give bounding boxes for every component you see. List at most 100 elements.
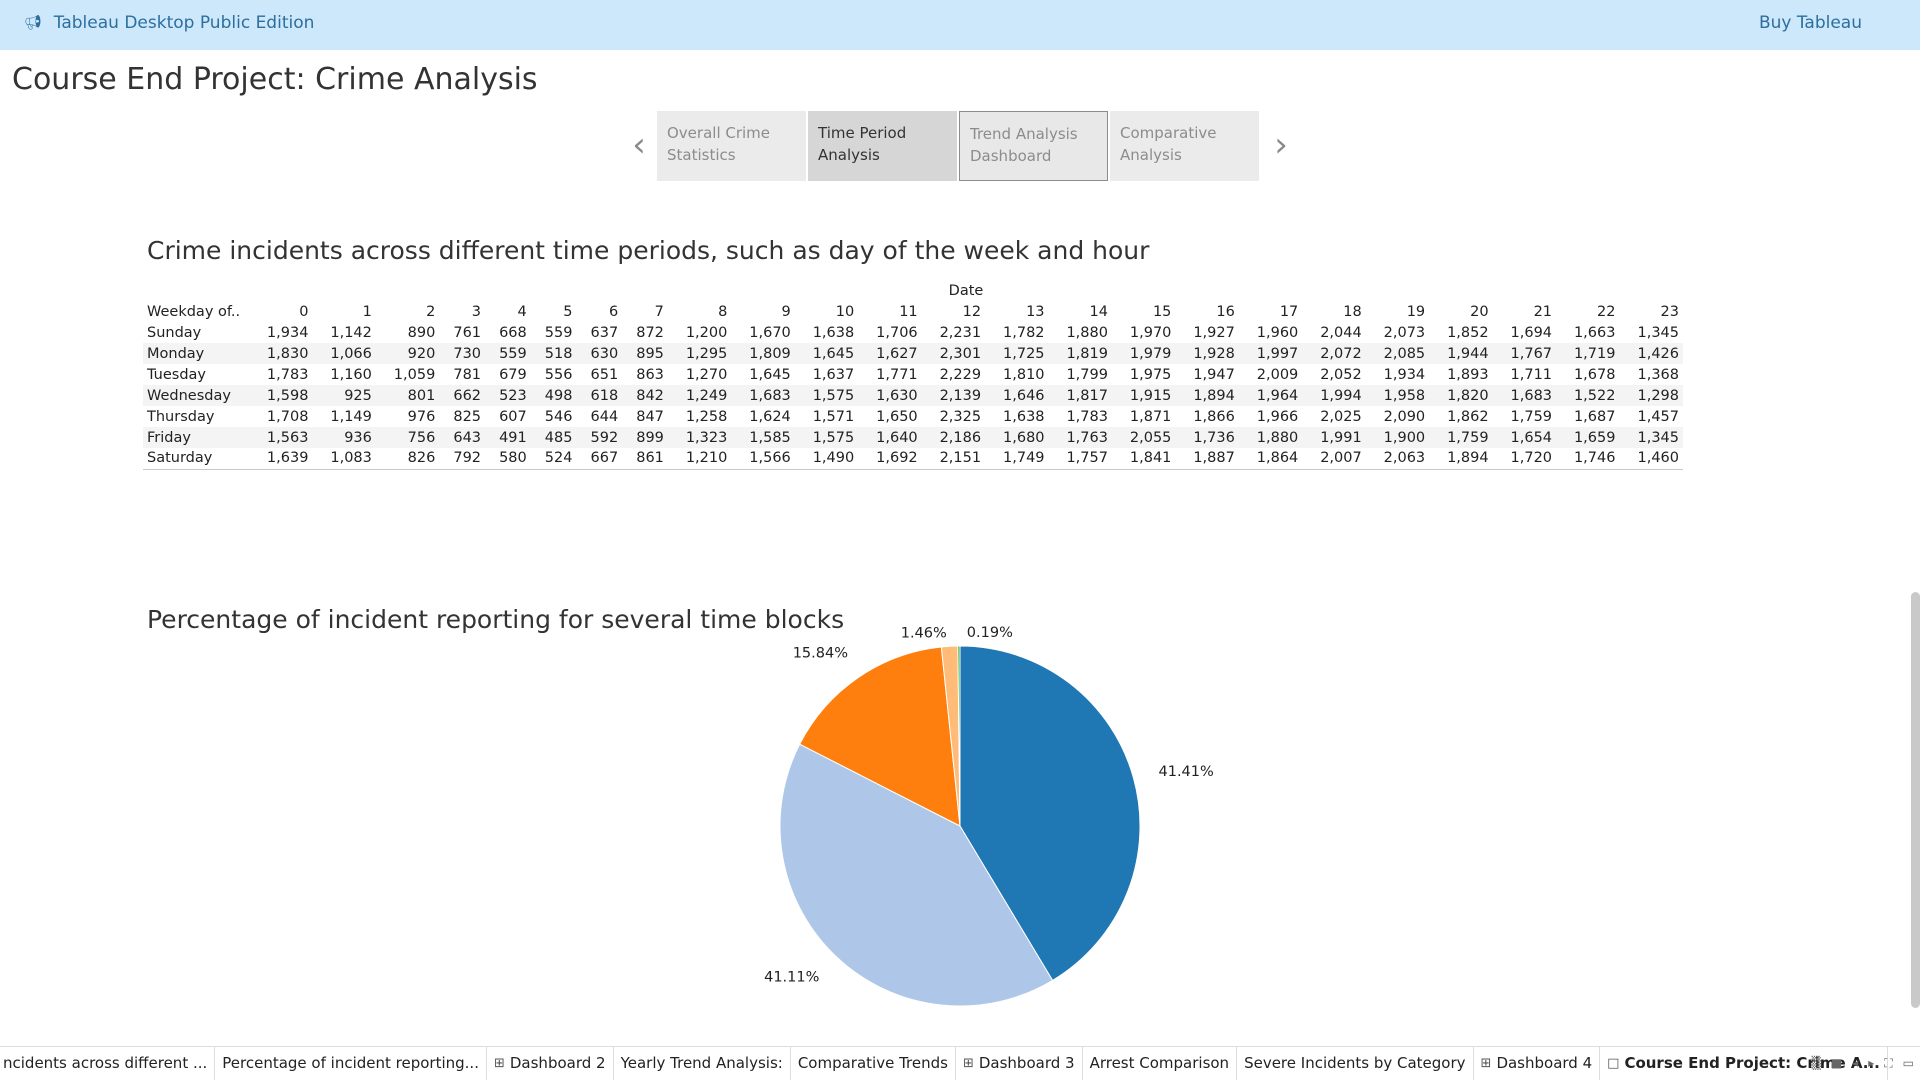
story-point-1[interactable]: Overall Crime Statistics xyxy=(657,111,806,181)
sheet-tab[interactable]: Severe Incidents by Category xyxy=(1237,1047,1474,1080)
table-cell[interactable]: 2,052 xyxy=(1320,366,1362,383)
table-cell[interactable]: 491 xyxy=(485,427,531,448)
table-cell[interactable]: 1,059 xyxy=(393,366,436,383)
table-cell[interactable]: 1,598 xyxy=(249,385,313,406)
table-cell[interactable]: 2,186 xyxy=(921,427,986,448)
table-cell[interactable]: 523 xyxy=(485,385,531,406)
table-cell[interactable]: 1,270 xyxy=(685,366,728,383)
story-point-3[interactable]: Trend Analysis Dashboard xyxy=(959,111,1108,181)
buy-tableau-link[interactable]: Buy Tableau xyxy=(1758,13,1862,33)
table-cell[interactable]: 861 xyxy=(622,448,668,470)
table-cell[interactable]: 2,072 xyxy=(1302,343,1366,364)
table-cell[interactable]: 976 xyxy=(407,408,436,425)
table-cell[interactable]: 1,799 xyxy=(1066,366,1108,383)
table-cell[interactable]: 1,630 xyxy=(858,385,922,406)
table-cell[interactable]: 1,627 xyxy=(858,343,922,364)
sheet-tab[interactable]: ncidents across different ... xyxy=(0,1047,216,1080)
pie-slice-1[interactable] xyxy=(959,645,1141,982)
table-cell[interactable]: 1,566 xyxy=(731,448,795,470)
table-cell[interactable]: 1,817 xyxy=(1048,385,1112,406)
table-cell[interactable]: 1,345 xyxy=(1637,324,1679,341)
table-cell[interactable]: 1,683 xyxy=(1492,385,1557,406)
sheet-tab[interactable]: ⊞ Dashboard 4 xyxy=(1474,1047,1601,1080)
column-header[interactable]: 21 xyxy=(1533,303,1553,320)
column-header[interactable]: 22 xyxy=(1597,303,1616,320)
table-cell[interactable]: 667 xyxy=(576,448,623,470)
table-cell[interactable]: 1,680 xyxy=(985,427,1049,448)
column-header[interactable]: 8 xyxy=(718,303,728,320)
table-cell[interactable]: 1,810 xyxy=(1003,366,1045,383)
table-cell[interactable]: 618 xyxy=(576,385,623,406)
table-cell[interactable]: 1,894 xyxy=(1175,385,1239,406)
chevron-right-icon[interactable]: › xyxy=(1274,125,1288,165)
column-header[interactable]: 12 xyxy=(962,303,982,320)
table-cell[interactable]: 1,819 xyxy=(1048,343,1112,364)
table-cell[interactable]: 1,645 xyxy=(749,366,791,383)
sheet-tab[interactable]: Arrest Comparison xyxy=(1083,1047,1238,1080)
vertical-scrollbar[interactable] xyxy=(1911,592,1920,1008)
table-cell[interactable]: 842 xyxy=(622,385,668,406)
table-cell[interactable]: 546 xyxy=(544,408,573,425)
table-cell[interactable]: 1,457 xyxy=(1637,408,1679,425)
table-cell[interactable]: 1,880 xyxy=(1066,324,1108,341)
table-cell[interactable]: 518 xyxy=(530,343,577,364)
table-cell[interactable]: 1,345 xyxy=(1619,427,1683,448)
table-cell[interactable]: 1,720 xyxy=(1492,448,1557,470)
row-header[interactable]: Weekday of.. xyxy=(147,303,241,320)
table-cell[interactable]: 1,767 xyxy=(1492,343,1557,364)
column-header[interactable]: 23 xyxy=(1660,303,1679,320)
column-header[interactable]: 20 xyxy=(1470,303,1489,320)
table-cell[interactable]: 1,210 xyxy=(667,448,732,470)
table-cell[interactable]: 1,490 xyxy=(794,448,859,470)
table-cell[interactable]: 895 xyxy=(622,343,668,364)
table-cell[interactable]: 1,871 xyxy=(1129,408,1172,425)
column-header[interactable]: 2 xyxy=(426,303,436,320)
table-cell[interactable]: 1,749 xyxy=(985,448,1049,470)
table-cell[interactable]: 1,783 xyxy=(1066,408,1108,425)
table-cell[interactable]: 899 xyxy=(622,427,668,448)
table-cell[interactable]: 1,258 xyxy=(685,408,728,425)
column-header[interactable]: 7 xyxy=(654,303,664,320)
table-cell[interactable]: 925 xyxy=(312,385,376,406)
table-cell[interactable]: 2,151 xyxy=(921,448,986,470)
table-cell[interactable]: 2,229 xyxy=(939,366,982,383)
table-cell[interactable]: 1,991 xyxy=(1302,427,1366,448)
sheet-tab[interactable]: ⊞ Dashboard 2 xyxy=(487,1047,614,1080)
table-cell[interactable]: 761 xyxy=(453,324,482,341)
table-cell[interactable]: 662 xyxy=(439,385,486,406)
column-header[interactable]: 18 xyxy=(1343,303,1362,320)
table-cell[interactable]: 1,692 xyxy=(858,448,922,470)
table-cell[interactable]: 1,149 xyxy=(330,408,372,425)
table-cell[interactable]: 1,659 xyxy=(1556,427,1620,448)
table-cell[interactable]: 826 xyxy=(375,448,440,470)
table-cell[interactable]: 1,298 xyxy=(1619,385,1683,406)
table-cell[interactable]: 1,830 xyxy=(249,343,313,364)
table-cell[interactable]: 2,063 xyxy=(1365,448,1430,470)
table-cell[interactable]: 1,746 xyxy=(1556,448,1620,470)
prev-sheet-icon[interactable]: ◂ xyxy=(1852,1056,1859,1070)
column-header[interactable]: 1 xyxy=(362,303,372,320)
sheet-tab[interactable]: ⊞ Dashboard 3 xyxy=(956,1047,1083,1080)
story-point-4[interactable]: Comparative Analysis xyxy=(1110,111,1259,181)
table-cell[interactable]: 559 xyxy=(485,343,531,364)
table-cell[interactable]: 1,249 xyxy=(667,385,732,406)
table-cell[interactable]: 2,085 xyxy=(1365,343,1430,364)
filmstrip-icon[interactable]: ■ xyxy=(1830,1056,1843,1070)
table-cell[interactable]: 1,639 xyxy=(249,448,313,470)
column-header[interactable]: 17 xyxy=(1279,303,1299,320)
next-sheet-icon[interactable]: ▸ xyxy=(1868,1056,1875,1070)
column-header[interactable]: 0 xyxy=(299,303,309,320)
table-cell[interactable]: 1,522 xyxy=(1556,385,1620,406)
table-cell[interactable]: 1,624 xyxy=(749,408,791,425)
row-label[interactable]: Saturday xyxy=(143,448,249,470)
table-cell[interactable]: 1,083 xyxy=(312,448,376,470)
table-cell[interactable]: 1,571 xyxy=(812,408,855,425)
table-cell[interactable]: 872 xyxy=(636,324,664,341)
table-cell[interactable]: 2,055 xyxy=(1111,427,1176,448)
column-header[interactable]: 9 xyxy=(781,303,791,320)
table-cell[interactable]: 1,934 xyxy=(266,324,309,341)
column-header[interactable]: 3 xyxy=(471,303,482,320)
column-header[interactable]: 13 xyxy=(1026,303,1045,320)
table-cell[interactable]: 1,638 xyxy=(1003,408,1045,425)
table-cell[interactable]: 825 xyxy=(453,408,482,425)
